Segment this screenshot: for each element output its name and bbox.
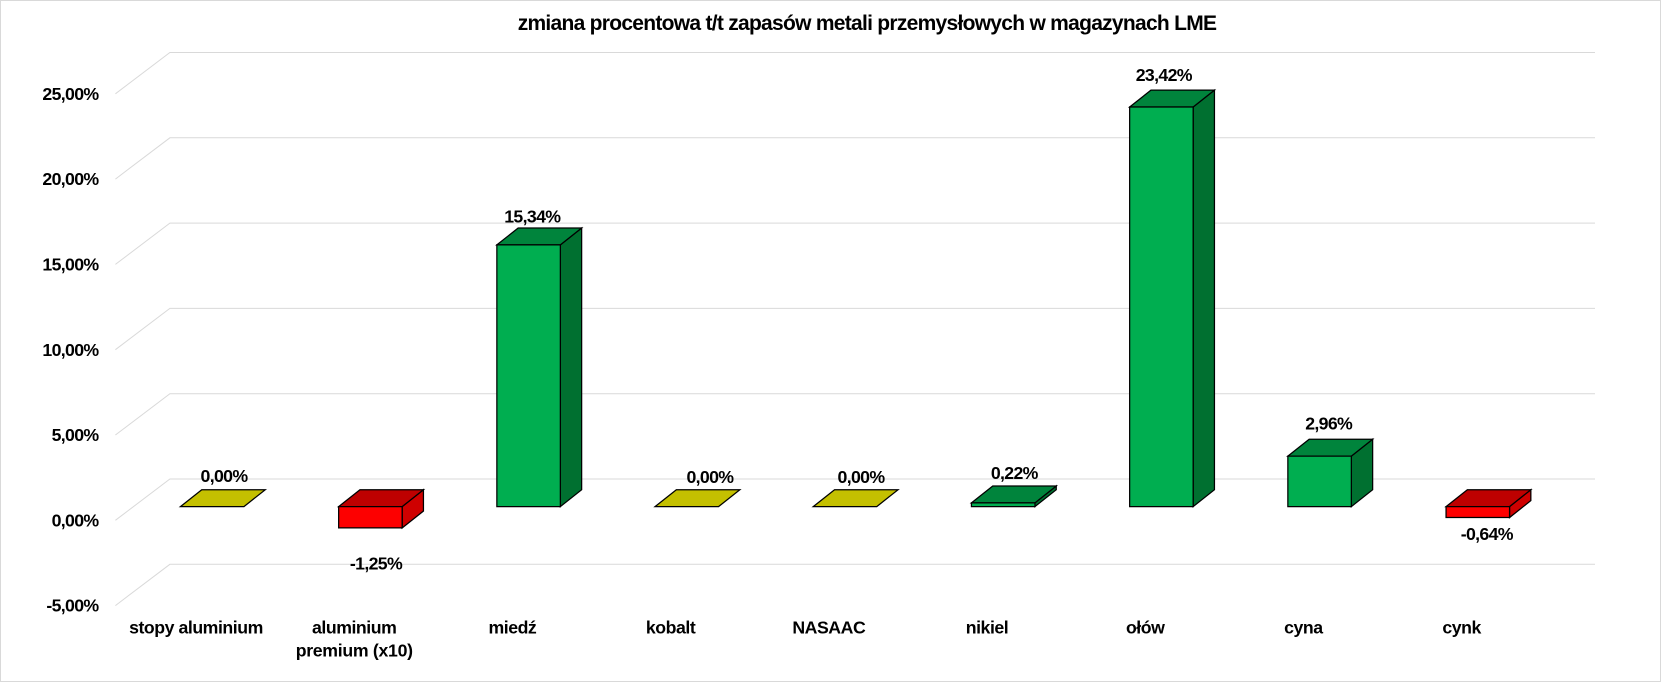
svg-text:premium (x10): premium (x10) (296, 641, 413, 661)
svg-text:ołów: ołów (1126, 618, 1165, 638)
svg-text:20,00%: 20,00% (42, 169, 99, 189)
svg-text:15,00%: 15,00% (42, 255, 99, 275)
svg-text:5,00%: 5,00% (52, 425, 100, 445)
svg-text:0,00%: 0,00% (52, 510, 100, 530)
svg-text:-5,00%: -5,00% (46, 596, 99, 616)
svg-text:-0,64%: -0,64% (1461, 524, 1514, 544)
svg-text:kobalt: kobalt (646, 618, 696, 638)
svg-text:zmiana procentowa t/t zapasów: zmiana procentowa t/t zapasów metali prz… (518, 12, 1217, 35)
svg-text:cynk: cynk (1442, 618, 1481, 638)
svg-text:10,00%: 10,00% (42, 340, 99, 360)
svg-text:cyna: cyna (1284, 618, 1323, 638)
svg-text:aluminium: aluminium (312, 618, 396, 638)
svg-text:stopy aluminium: stopy aluminium (129, 618, 263, 638)
svg-text:0,00%: 0,00% (686, 467, 734, 487)
svg-text:miedź: miedź (488, 618, 536, 638)
svg-text:0,22%: 0,22% (991, 463, 1039, 483)
svg-text:NASAAC: NASAAC (792, 618, 866, 638)
svg-text:2,96%: 2,96% (1305, 414, 1353, 434)
svg-text:25,00%: 25,00% (42, 84, 99, 104)
svg-text:23,42%: 23,42% (1136, 65, 1193, 85)
svg-text:15,34%: 15,34% (504, 207, 561, 227)
svg-text:-1,25%: -1,25% (350, 553, 403, 573)
svg-text:0,00%: 0,00% (201, 466, 249, 486)
svg-text:nikiel: nikiel (966, 618, 1009, 638)
svg-text:0,00%: 0,00% (838, 467, 886, 487)
